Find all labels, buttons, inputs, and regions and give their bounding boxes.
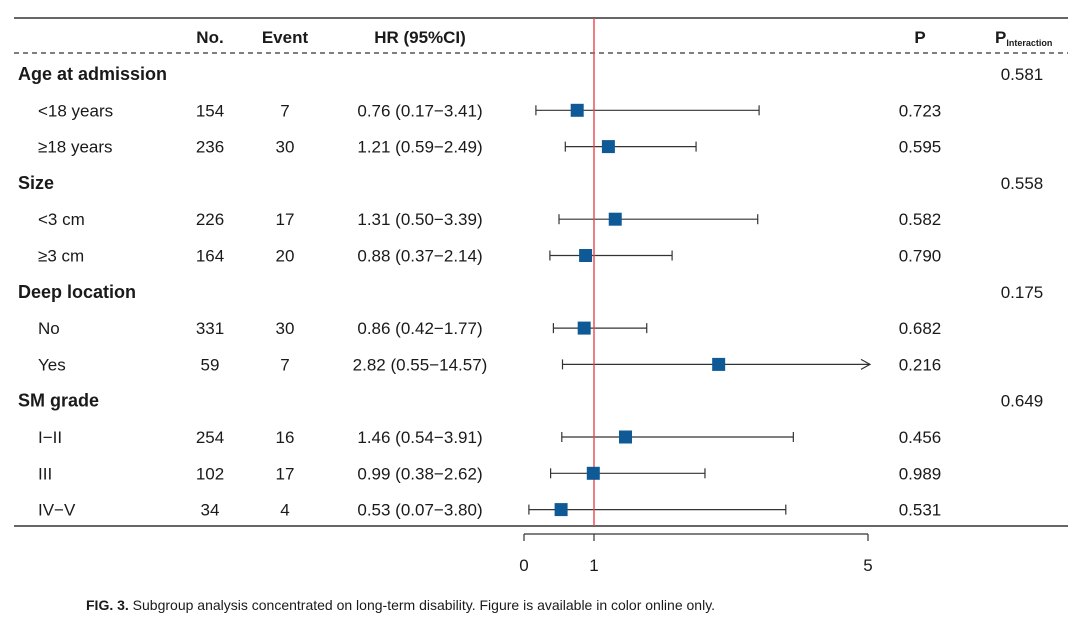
count-event: 30 — [276, 138, 295, 157]
count-event: 17 — [276, 210, 295, 229]
x-tick-label: 5 — [863, 556, 872, 575]
plot-area: 0 1 5 — [519, 18, 873, 575]
count-event: 4 — [280, 501, 289, 520]
hr-marker — [608, 212, 622, 226]
group-label: Size — [18, 173, 54, 193]
count-no: 254 — [196, 428, 224, 447]
count-no: 102 — [196, 464, 224, 483]
hr-text: 1.31 (0.50−3.39) — [357, 210, 482, 229]
p-value: 0.790 — [899, 247, 942, 266]
p-value: 0.682 — [899, 319, 942, 338]
x-tick-label: 0 — [519, 556, 528, 575]
header-event: Event — [262, 28, 309, 47]
group-label: Deep location — [18, 282, 136, 302]
header-p-interaction-main: P — [995, 28, 1006, 47]
subgroup-label: Yes — [38, 355, 66, 374]
p-interaction-value: 0.558 — [1001, 174, 1044, 193]
caption-label: FIG. 3. — [86, 597, 129, 613]
p-value: 0.531 — [899, 501, 942, 520]
p-value: 0.595 — [899, 138, 942, 157]
count-event: 17 — [276, 464, 295, 483]
group-label: Age at admission — [18, 64, 167, 84]
subgroup-label: III — [38, 464, 52, 483]
header-p: P — [914, 28, 925, 47]
hr-marker — [712, 357, 726, 371]
count-event: 16 — [276, 428, 295, 447]
subgroup-label: <3 cm — [38, 210, 85, 229]
hr-text: 1.46 (0.54−3.91) — [357, 428, 482, 447]
ci-arrow — [860, 358, 872, 370]
figure-caption: FIG. 3. Subgroup analysis concentrated o… — [86, 597, 715, 613]
hr-marker — [619, 430, 633, 444]
p-value: 0.723 — [899, 101, 942, 120]
count-no: 331 — [196, 319, 224, 338]
hr-text: 0.53 (0.07−3.80) — [357, 501, 482, 520]
count-no: 59 — [201, 355, 220, 374]
forest-plot: No. Event HR (95%CI) P PInteraction Age … — [14, 17, 1068, 575]
count-event: 20 — [276, 247, 295, 266]
count-event: 30 — [276, 319, 295, 338]
subgroup-label: IV−V — [38, 501, 76, 520]
table-rules — [14, 17, 1068, 527]
x-tick-label: 1 — [589, 556, 598, 575]
hr-text: 1.21 (0.59−2.49) — [357, 138, 482, 157]
p-value: 0.989 — [899, 464, 942, 483]
header-hr: HR (95%CI) — [374, 28, 466, 47]
subgroup-label: No — [38, 319, 60, 338]
p-interaction-value: 0.175 — [1001, 283, 1044, 302]
subgroup-label: <18 years — [38, 101, 113, 120]
count-event: 7 — [280, 101, 289, 120]
hr-text: 0.76 (0.17−3.41) — [357, 101, 482, 120]
hr-text: 2.82 (0.55−14.57) — [353, 355, 488, 374]
hr-text: 0.88 (0.37−2.14) — [357, 247, 482, 266]
hr-marker — [579, 249, 593, 262]
table-rows: Age at admission 0.581 <18 years 154 7 0.76 (… — [18, 64, 1043, 520]
header-no: No. — [196, 28, 223, 47]
hr-marker — [554, 503, 568, 517]
count-no: 164 — [196, 247, 224, 266]
p-interaction-value: 0.649 — [1001, 392, 1044, 411]
count-no: 226 — [196, 210, 224, 229]
count-no: 34 — [201, 501, 220, 520]
p-value: 0.582 — [899, 210, 942, 229]
count-no: 154 — [196, 101, 224, 120]
header-p-interaction: PInteraction — [995, 28, 1052, 48]
p-value: 0.216 — [899, 355, 942, 374]
hr-marker — [570, 103, 584, 117]
subgroup-label: ≥3 cm — [38, 247, 84, 266]
caption-text: Subgroup analysis concentrated on long-t… — [128, 597, 716, 613]
column-headers: No. Event HR (95%CI) P PInteraction — [196, 28, 1052, 48]
header-p-interaction-sub: Interaction — [1006, 38, 1052, 48]
count-no: 236 — [196, 138, 224, 157]
hr-marker — [586, 466, 600, 480]
subgroup-label: I−II — [38, 428, 62, 447]
p-value: 0.456 — [899, 428, 942, 447]
hr-marker — [577, 321, 591, 335]
hr-marker — [601, 140, 615, 154]
count-event: 7 — [280, 355, 289, 374]
p-interaction-value: 0.581 — [1001, 65, 1044, 84]
hr-text: 0.86 (0.42−1.77) — [357, 319, 482, 338]
hr-text: 0.99 (0.38−2.62) — [357, 464, 482, 483]
group-label: SM grade — [18, 391, 99, 411]
subgroup-label: ≥18 years — [38, 138, 113, 157]
